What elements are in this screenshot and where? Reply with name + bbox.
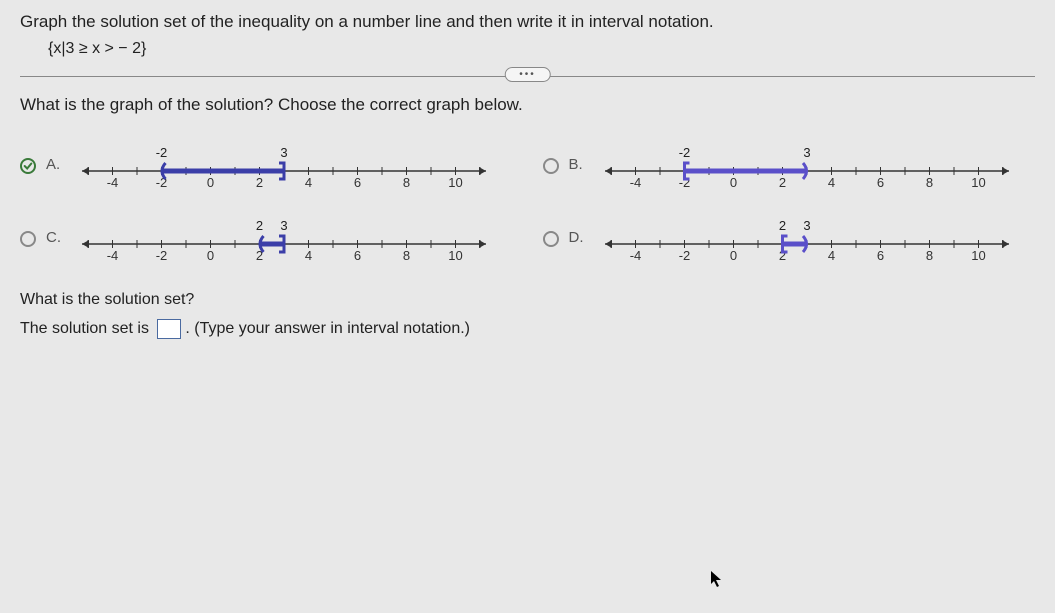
choice-label-d: D. — [569, 229, 587, 246]
svg-text:0: 0 — [207, 248, 214, 263]
svg-text:6: 6 — [876, 248, 883, 263]
choice-label-c: C. — [46, 229, 64, 246]
svg-text:3: 3 — [280, 145, 287, 160]
svg-text:10: 10 — [971, 248, 985, 263]
choice-row-d: D. -4-2024681023 — [543, 206, 1036, 269]
svg-text:8: 8 — [925, 175, 932, 190]
svg-text:-4: -4 — [107, 175, 119, 190]
solution-post: . (Type your answer in interval notation… — [185, 320, 470, 337]
svg-text:-2: -2 — [156, 248, 168, 263]
svg-text:4: 4 — [305, 175, 312, 190]
svg-text:2: 2 — [256, 175, 263, 190]
svg-text:2: 2 — [256, 218, 263, 233]
solution-question: What is the solution set? — [20, 291, 1035, 309]
svg-text:-2: -2 — [678, 145, 690, 160]
svg-text:4: 4 — [827, 175, 834, 190]
svg-text:-2: -2 — [156, 145, 168, 160]
numberline-c: -4-2024681023 — [74, 206, 513, 269]
choice-label-a: A. — [46, 156, 64, 173]
checkmark-icon — [23, 161, 33, 171]
svg-text:8: 8 — [403, 248, 410, 263]
cursor-icon — [710, 570, 724, 593]
radio-d[interactable] — [543, 231, 559, 247]
svg-text:4: 4 — [305, 248, 312, 263]
svg-text:10: 10 — [448, 175, 462, 190]
svg-text:-4: -4 — [629, 248, 641, 263]
svg-text:3: 3 — [803, 145, 810, 160]
svg-text:6: 6 — [876, 175, 883, 190]
inequality-text: {x|3 ≥ x > − 2} — [48, 40, 1035, 58]
choice-label-b: B. — [569, 156, 587, 173]
svg-text:10: 10 — [971, 175, 985, 190]
expand-pill[interactable]: ••• — [504, 67, 551, 82]
svg-text:8: 8 — [925, 248, 932, 263]
svg-text:6: 6 — [354, 175, 361, 190]
svg-text:2: 2 — [778, 175, 785, 190]
choice-row-b: B. -4-20246810-23 — [543, 133, 1036, 196]
question-text: Graph the solution set of the inequality… — [20, 12, 1035, 32]
svg-text:-4: -4 — [629, 175, 641, 190]
answer-input-box[interactable] — [157, 319, 181, 339]
numberline-a: -4-20246810-23 — [74, 133, 513, 196]
svg-text:6: 6 — [354, 248, 361, 263]
svg-text:-2: -2 — [678, 248, 690, 263]
choice-row-c: C. -4-2024681023 — [20, 206, 513, 269]
svg-text:4: 4 — [827, 248, 834, 263]
radio-b[interactable] — [543, 158, 559, 174]
section-divider: ••• — [20, 76, 1035, 77]
numberline-b: -4-20246810-23 — [597, 133, 1036, 196]
choices-grid: A. -4 -2 0 2 4 6 8 10 -2 3 B. -4 -2 0 2 4 6 8 10 -2 3 C. -… — [20, 133, 1035, 269]
svg-text:10: 10 — [448, 248, 462, 263]
svg-text:0: 0 — [729, 248, 736, 263]
svg-text:8: 8 — [403, 175, 410, 190]
numberline-d: -4-2024681023 — [597, 206, 1036, 269]
subquestion-text: What is the graph of the solution? Choos… — [20, 95, 1035, 115]
choice-row-a: A. -4-20246810-23 — [20, 133, 513, 196]
radio-a[interactable] — [20, 158, 36, 174]
solution-statement: The solution set is . (Type your answer … — [20, 319, 1035, 339]
svg-text:2: 2 — [778, 218, 785, 233]
solution-pre: The solution set is — [20, 320, 149, 337]
svg-text:0: 0 — [729, 175, 736, 190]
svg-text:3: 3 — [280, 218, 287, 233]
radio-c[interactable] — [20, 231, 36, 247]
svg-text:-4: -4 — [107, 248, 119, 263]
svg-text:0: 0 — [207, 175, 214, 190]
svg-text:3: 3 — [803, 218, 810, 233]
